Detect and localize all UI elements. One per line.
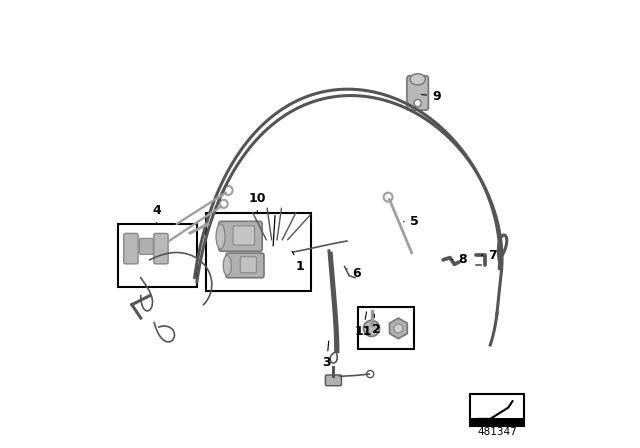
Bar: [470, 394, 524, 426]
FancyBboxPatch shape: [140, 238, 154, 254]
Text: 7: 7: [481, 249, 497, 262]
Ellipse shape: [410, 73, 425, 85]
Circle shape: [394, 324, 403, 333]
FancyBboxPatch shape: [154, 233, 168, 264]
FancyBboxPatch shape: [233, 226, 255, 245]
FancyBboxPatch shape: [226, 253, 264, 278]
Bar: [118, 224, 197, 287]
Ellipse shape: [216, 224, 225, 249]
Text: 10: 10: [248, 192, 266, 212]
Circle shape: [367, 370, 374, 378]
Text: 9: 9: [421, 90, 441, 103]
Circle shape: [220, 200, 228, 208]
FancyBboxPatch shape: [252, 236, 297, 268]
Circle shape: [383, 193, 392, 202]
Ellipse shape: [289, 240, 298, 264]
Text: 1: 1: [292, 251, 304, 273]
FancyBboxPatch shape: [240, 257, 257, 273]
FancyBboxPatch shape: [124, 233, 138, 264]
Text: 6: 6: [347, 267, 361, 280]
Bar: [206, 213, 311, 291]
Ellipse shape: [251, 240, 260, 264]
Text: 8: 8: [452, 253, 467, 267]
FancyBboxPatch shape: [325, 375, 342, 386]
Bar: [358, 307, 414, 349]
FancyBboxPatch shape: [219, 221, 262, 251]
Text: 5: 5: [403, 215, 419, 228]
Circle shape: [414, 99, 421, 107]
Text: 4: 4: [152, 204, 161, 224]
Circle shape: [364, 320, 380, 336]
Text: 3: 3: [323, 341, 331, 370]
Text: 11: 11: [355, 312, 372, 338]
Bar: [470, 418, 524, 426]
Text: 481347: 481347: [477, 427, 517, 437]
Circle shape: [224, 186, 233, 195]
Ellipse shape: [223, 255, 231, 276]
Text: 2: 2: [372, 314, 380, 336]
FancyBboxPatch shape: [407, 76, 428, 110]
